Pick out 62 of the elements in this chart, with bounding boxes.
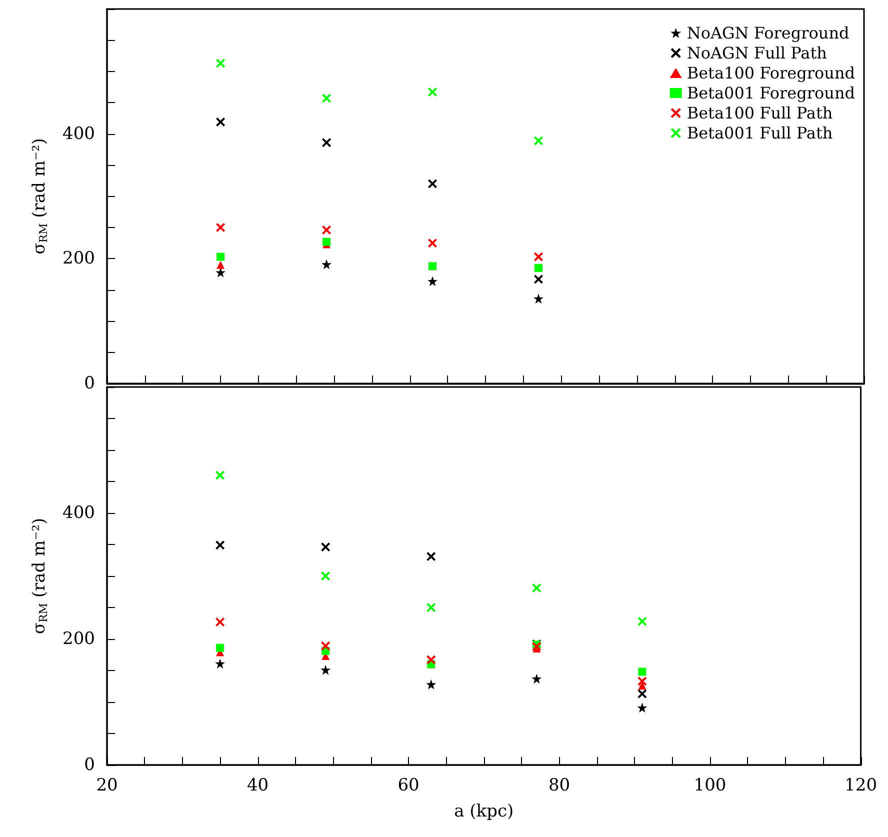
point [428, 276, 438, 286]
point [426, 679, 436, 690]
point [216, 260, 225, 269]
y-tick-label: 0 [84, 755, 95, 775]
x-tick-label: 60 [398, 776, 420, 796]
point [216, 222, 226, 232]
legend-label: Beta001 Full Path [686, 124, 833, 142]
y-tick-label: 400 [62, 503, 95, 523]
point [322, 94, 332, 103]
point [426, 603, 436, 612]
point [638, 676, 647, 686]
legend-label: Beta100 Foreground [686, 64, 855, 82]
point [322, 138, 332, 148]
point [534, 252, 543, 262]
x-tick-label: 120 [844, 776, 878, 796]
y-axis-title: σRM (rad m⁻²) [30, 518, 50, 634]
point [216, 267, 226, 278]
point [216, 58, 226, 68]
point [532, 583, 542, 592]
y-axis-title: σRM (rad m⁻²) [30, 138, 50, 254]
legend-label: Beta001 Foreground [686, 84, 855, 102]
x-tick-label: 20 [96, 776, 118, 796]
point [321, 542, 330, 552]
point [322, 238, 331, 246]
x-axis-title: a (kpc) [454, 802, 514, 822]
point [426, 655, 436, 664]
point [638, 616, 647, 626]
y-tick-label: 200 [62, 629, 95, 649]
point [216, 644, 224, 652]
legend-label: NoAGN Foreground [686, 24, 850, 42]
point [216, 252, 225, 261]
point [638, 668, 646, 676]
point [638, 689, 647, 698]
x-tick-label: 100 [694, 776, 726, 796]
point [216, 540, 225, 550]
point [532, 674, 542, 684]
point [428, 179, 438, 188]
point [320, 664, 331, 675]
point [426, 552, 436, 561]
point [216, 617, 225, 626]
x-tick-label: 80 [548, 776, 570, 796]
point [533, 294, 544, 304]
point [215, 658, 226, 669]
y-tick-label: 400 [62, 124, 95, 144]
point [534, 264, 542, 272]
point [216, 117, 226, 126]
x-tick-label: 40 [246, 776, 269, 796]
point [637, 702, 648, 713]
point [534, 136, 543, 146]
point [322, 259, 332, 270]
point [321, 572, 330, 580]
point [534, 274, 543, 284]
legend-label: NoAGN Full Path [686, 44, 827, 62]
point [428, 238, 438, 248]
point [322, 225, 332, 234]
y-tick-label: 200 [62, 248, 95, 269]
point [216, 470, 225, 480]
legend-label: Beta100 Full Path [686, 104, 833, 122]
point [428, 88, 438, 97]
point [321, 641, 330, 650]
y-tick-label: 0 [84, 374, 95, 394]
point [638, 682, 646, 690]
